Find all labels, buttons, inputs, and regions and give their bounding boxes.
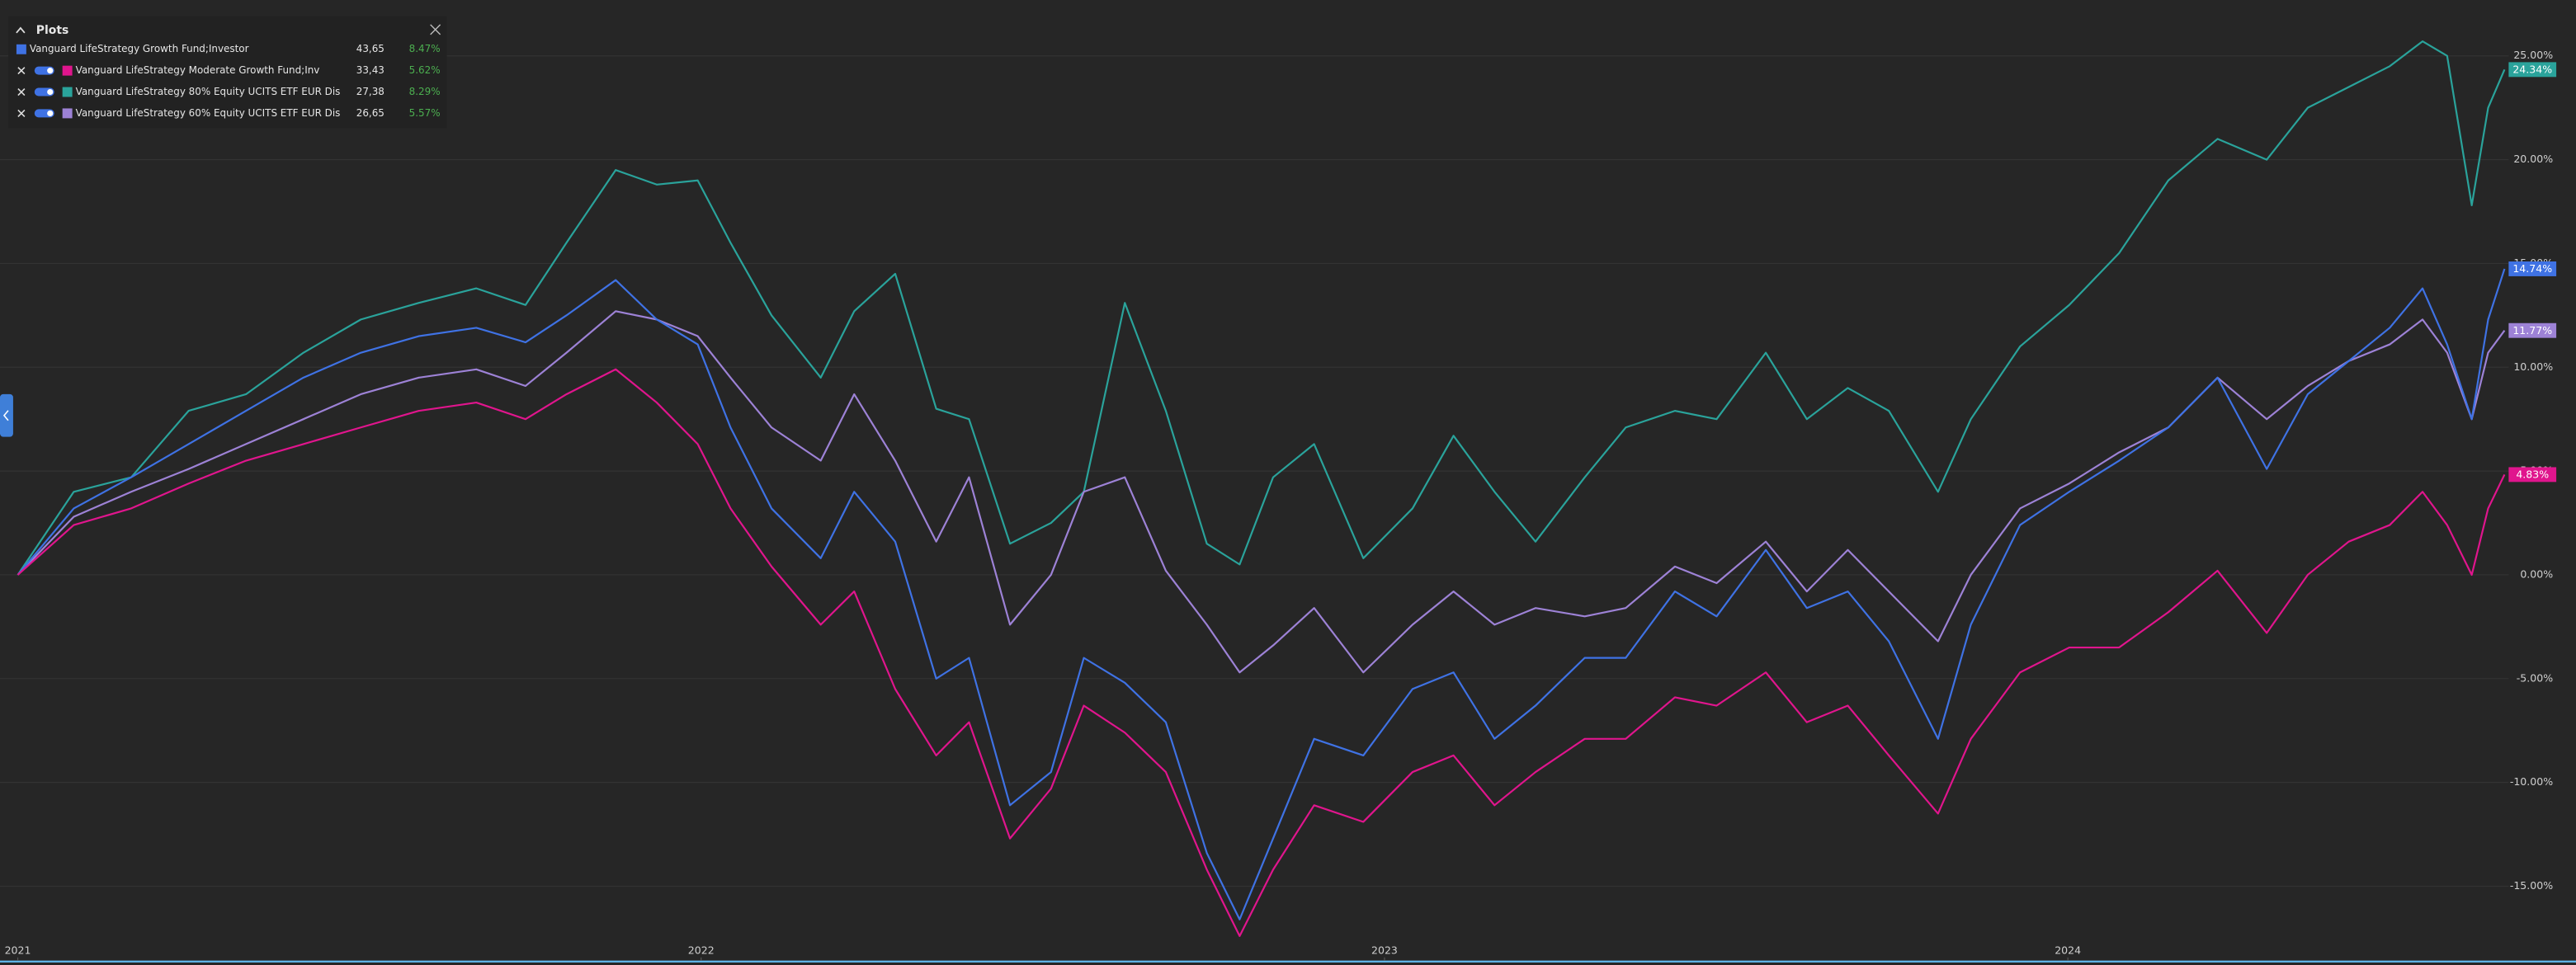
legend-change: 5.57% [409, 107, 441, 119]
remove-button[interactable] [17, 67, 26, 75]
x-tick-label: 2021 [5, 944, 31, 956]
legend-swatch [62, 87, 73, 97]
legend-swatch [62, 65, 73, 76]
series-line [17, 368, 2506, 937]
series-line [17, 40, 2506, 576]
legend-price: 26,65 [356, 107, 385, 119]
toggle-knob [47, 68, 54, 74]
end-value-tag [2508, 261, 2557, 276]
y-tick-label: 0.00% [2520, 567, 2553, 580]
legend-change: 8.47% [409, 43, 441, 54]
x-tick-label: 2023 [1371, 944, 1398, 956]
legend-label: Vanguard LifeStrategy Moderate Growth Fu… [76, 64, 320, 76]
legend-swatch [16, 44, 26, 54]
side-tab-button[interactable] [0, 393, 13, 437]
end-value-tag [2508, 62, 2557, 78]
legend-change: 8.29% [409, 86, 441, 97]
x-tick-label: 2024 [2055, 944, 2081, 956]
legend-swatch [62, 108, 73, 119]
y-tick-label: -5.00% [2517, 671, 2553, 684]
end-value-tag [2508, 322, 2557, 338]
side-tab-arrow [2, 410, 9, 421]
grid [0, 55, 2509, 887]
legend-title: Plots [36, 24, 68, 37]
plot-lines [17, 40, 2506, 937]
end-value-tag [2508, 467, 2557, 482]
series-line [17, 268, 2506, 920]
legend-panel: Plots Vanguard LifeStrategy Growth Fund;… [7, 16, 447, 129]
legend-change: 5.62% [409, 64, 441, 76]
y-tick-label: -15.00% [2510, 879, 2553, 892]
end-value-label: 24.34% [2512, 63, 2552, 75]
y-tick-label: -10.00% [2510, 775, 2553, 788]
legend-price: 43,65 [356, 43, 385, 54]
toggle-knob [47, 110, 54, 116]
close-button[interactable] [430, 24, 441, 35]
toggle-knob [47, 88, 54, 96]
legend-label: Vanguard LifeStrategy 60% Equity UCITS E… [76, 107, 341, 119]
y-tick-label: 25.00% [2513, 49, 2553, 61]
legend-price: 27,38 [356, 86, 385, 97]
y-tick-label: 20.00% [2513, 153, 2553, 165]
remove-button[interactable] [17, 109, 26, 117]
legend-background [7, 16, 447, 129]
end-value-label: 11.77% [2512, 324, 2552, 337]
x-tick-label: 2022 [688, 944, 715, 956]
legend-label: Vanguard LifeStrategy Growth Fund;Invest… [30, 43, 249, 54]
end-value-label: 4.83% [2516, 468, 2549, 480]
y-tick-label: 10.00% [2513, 360, 2553, 373]
legend-label: Vanguard LifeStrategy 80% Equity UCITS E… [76, 86, 341, 97]
end-value-label: 14.74% [2512, 262, 2552, 275]
remove-button[interactable] [17, 87, 26, 96]
side-tab[interactable] [0, 393, 13, 437]
collapse-icon[interactable] [16, 26, 26, 34]
legend-price: 33,43 [356, 64, 385, 76]
axes: -15.00%-10.00%-5.00%0.00%5.00%10.00%15.0… [0, 49, 2576, 963]
